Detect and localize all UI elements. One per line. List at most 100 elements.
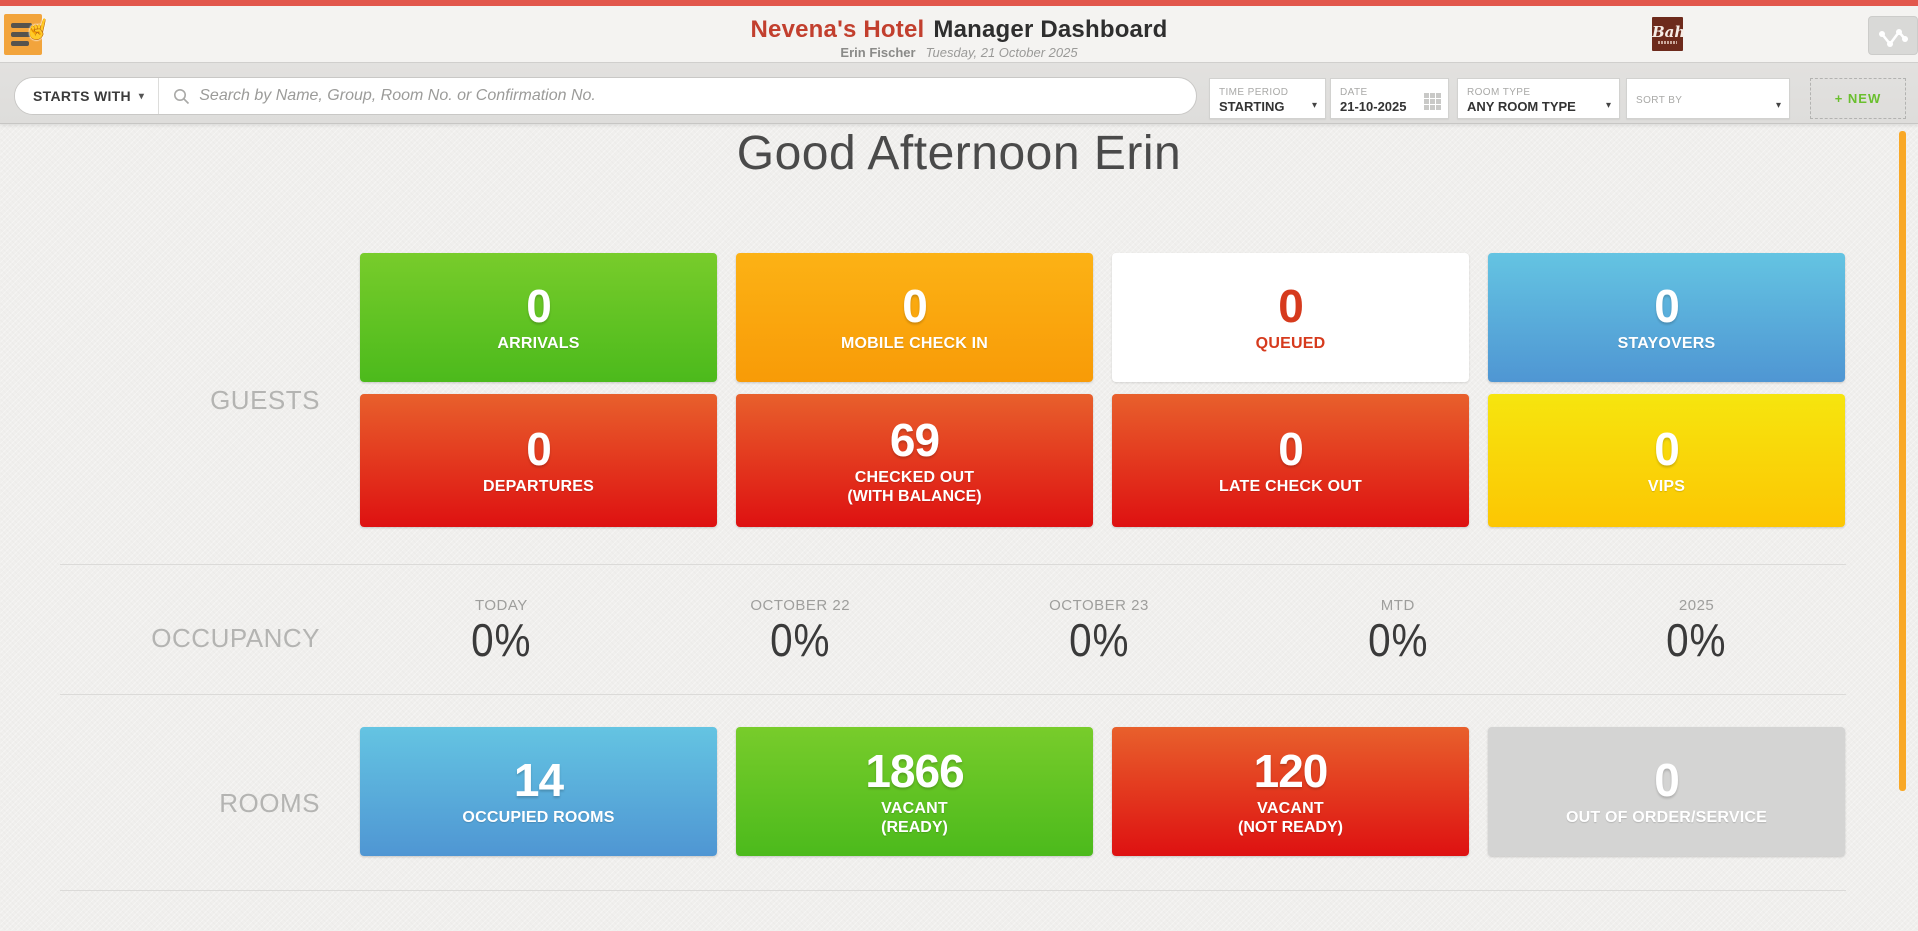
filter-toolbar: STARTS WITH ▾ TIME PERIOD STARTING ▾ DAT… [0,62,1918,124]
section-divider [60,890,1846,891]
occupancy-col-value: 0% [1666,614,1727,666]
search-input[interactable] [199,87,1186,105]
occupancy-col-october-23: OCTOBER 23 0% [950,597,1249,665]
time-period-label: TIME PERIOD [1219,86,1289,98]
tile-stayovers[interactable]: 0 STAYOVERS [1488,253,1845,382]
occupancy-col-value: 0% [1367,614,1428,666]
tile-departures[interactable]: 0 DEPARTURES [360,394,717,527]
brand-logo-tagline [1658,40,1677,44]
sort-by-label: SORT BY [1636,95,1683,106]
occupancy-col-october-22: OCTOBER 22 0% [651,597,950,665]
date-picker[interactable]: DATE 21-10-2025 [1330,78,1449,119]
occupancy-row: TODAY 0% OCTOBER 22 0% OCTOBER 23 0% MTD… [352,597,1846,665]
occupancy-col-2025: 2025 0% [1547,597,1846,665]
tile-label: LATE CHECK OUT [1219,478,1362,495]
tile-value: 120 [1253,744,1329,797]
activity-icon [1879,29,1908,47]
tile-label: ARRIVALS [497,335,580,352]
app-header: ☝ Nevena's Hotel Manager Dashboard Erin F… [0,6,1918,62]
tile-value: 0 [526,280,552,332]
chevron-down-icon: ▾ [138,90,145,102]
rooms-section-label: ROOMS [219,788,320,818]
guests-section-label: GUESTS [210,385,320,415]
tile-sublabel: (NOT READY) [1238,818,1343,836]
tile-value: 0 [526,423,552,475]
user-name: Erin Fischer [840,45,916,60]
tile-vacant-ready[interactable]: 1866 VACANT (READY) [736,727,1093,856]
chevron-down-icon: ▾ [1311,100,1317,111]
time-period-dropdown[interactable]: TIME PERIOD STARTING ▾ [1209,78,1326,119]
tile-vips[interactable]: 0 VIPS [1488,394,1845,527]
tile-occupied-rooms[interactable]: 14 OCCUPIED ROOMS [360,727,717,856]
sort-by-dropdown[interactable]: SORT BY ▾ [1626,78,1790,119]
tile-queued[interactable]: 0 QUEUED [1112,253,1469,382]
tile-out-of-order-service[interactable]: 0 OUT OF ORDER/SERVICE [1488,727,1845,856]
tile-vacant-not-ready[interactable]: 120 VACANT (NOT READY) [1112,727,1469,856]
current-date: Tuesday, 21 October 2025 [925,45,1078,60]
hamburger-icon [11,23,32,28]
tile-value: 14 [513,754,564,806]
occupancy-section-label: OCCUPANCY [151,623,320,653]
match-mode-label: STARTS WITH [33,88,131,104]
tile-value: 0 [1654,280,1680,332]
chevron-down-icon: ▾ [1605,100,1611,111]
hotel-name: Nevena's Hotel [750,16,925,43]
room-type-value: ANY ROOM TYPE [1467,98,1576,114]
tile-mobile-check-in[interactable]: 0 MOBILE CHECK IN [736,253,1093,382]
calendar-grid-icon [1424,93,1441,110]
tile-value: 1866 [865,744,964,797]
activity-button[interactable] [1868,16,1918,55]
occupancy-col-value: 0% [471,614,532,666]
tile-label: QUEUED [1255,335,1326,352]
tile-label: OCCUPIED ROOMS [462,809,615,826]
brand-logo-text: Bah [1652,22,1686,41]
tile-value: 69 [889,413,940,466]
room-type-label: ROOM TYPE [1467,86,1531,98]
tile-label: VACANT [1257,799,1324,817]
new-button[interactable]: + NEW [1810,78,1906,119]
search-icon [174,88,190,104]
brand-logo: Bah [1652,17,1686,51]
vertical-scrollbar-thumb[interactable] [1899,131,1906,791]
occupancy-col-today: TODAY 0% [352,597,651,665]
date-label: DATE [1340,86,1368,98]
match-mode-dropdown[interactable]: STARTS WITH ▾ [15,78,160,114]
tile-sublabel: (WITH BALANCE) [847,487,982,505]
top-accent-bar [0,0,1918,6]
occupancy-col-label: OCTOBER 23 [1049,597,1149,614]
tile-late-check-out[interactable]: 0 LATE CHECK OUT [1112,394,1469,527]
occupancy-col-value: 0% [770,614,831,666]
chevron-down-icon: ▾ [1775,100,1781,111]
occupancy-col-mtd: MTD 0% [1248,597,1547,665]
tile-value: 0 [1278,423,1304,475]
menu-button[interactable] [4,14,42,55]
tile-label: VACANT [881,799,948,817]
time-period-value: STARTING [1219,98,1285,114]
tile-value: 0 [1654,754,1680,806]
tile-value: 0 [1278,280,1304,332]
tile-value: 0 [902,280,928,332]
tile-label: VIPS [1647,478,1686,495]
occupancy-col-value: 0% [1068,614,1130,666]
page-title: Manager Dashboard [933,16,1168,43]
tile-label: STAYOVERS [1617,335,1716,352]
occupancy-col-label: 2025 [1678,597,1715,614]
tile-arrivals[interactable]: 0 ARRIVALS [360,253,717,382]
section-divider [60,694,1846,695]
room-type-dropdown[interactable]: ROOM TYPE ANY ROOM TYPE ▾ [1457,78,1620,119]
greeting-heading: Good Afternoon Erin [736,127,1182,180]
tile-label: DEPARTURES [482,478,595,495]
tile-label: MOBILE CHECK IN [841,335,988,352]
occupancy-col-label: MTD [1380,597,1415,614]
occupancy-col-label: OCTOBER 22 [750,597,851,614]
tile-value: 0 [1654,423,1680,475]
date-value: 21-10-2025 [1340,98,1407,114]
tile-checked-out-with-balance[interactable]: 69 CHECKED OUT (WITH BALANCE) [736,394,1093,527]
tile-label: CHECKED OUT [854,468,975,486]
occupancy-col-label: TODAY [475,597,528,614]
search-bar: STARTS WITH ▾ [14,77,1197,115]
section-divider [60,564,1846,565]
header-title-block: Nevena's Hotel Manager Dashboard Erin Fis… [750,16,1168,61]
tile-sublabel: (READY) [881,818,948,836]
